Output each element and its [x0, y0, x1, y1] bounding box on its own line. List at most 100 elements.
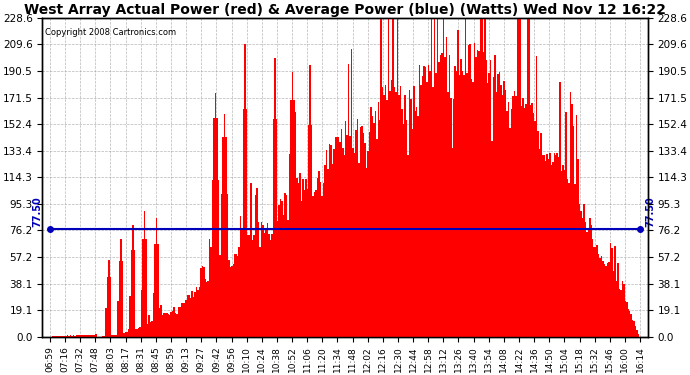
- Bar: [601, 256, 602, 337]
- Bar: [296, 178, 297, 337]
- Bar: [632, 320, 633, 337]
- Bar: [157, 244, 159, 337]
- Bar: [462, 70, 464, 337]
- Bar: [253, 235, 255, 337]
- Bar: [564, 170, 565, 337]
- Bar: [85, 335, 86, 337]
- Bar: [431, 18, 432, 337]
- Bar: [573, 126, 574, 337]
- Bar: [620, 290, 622, 337]
- Bar: [287, 220, 289, 337]
- Bar: [107, 277, 108, 337]
- Bar: [481, 18, 482, 337]
- Bar: [342, 148, 344, 337]
- Bar: [209, 239, 210, 337]
- Bar: [150, 322, 151, 337]
- Bar: [160, 305, 161, 337]
- Bar: [622, 281, 623, 337]
- Bar: [364, 143, 366, 337]
- Bar: [596, 245, 598, 337]
- Bar: [623, 284, 624, 337]
- Bar: [225, 137, 227, 337]
- Bar: [451, 148, 453, 337]
- Bar: [419, 66, 420, 337]
- Bar: [271, 234, 273, 337]
- Bar: [379, 120, 380, 337]
- Bar: [83, 335, 85, 337]
- Bar: [94, 334, 95, 337]
- Bar: [194, 292, 196, 337]
- Bar: [237, 256, 239, 337]
- Bar: [602, 261, 604, 337]
- Bar: [534, 121, 536, 337]
- Bar: [469, 44, 471, 337]
- Bar: [562, 165, 564, 337]
- Bar: [463, 75, 465, 337]
- Bar: [408, 90, 410, 337]
- Bar: [438, 62, 440, 337]
- Bar: [322, 196, 323, 337]
- Bar: [308, 125, 310, 337]
- Bar: [629, 311, 631, 337]
- Bar: [132, 225, 134, 337]
- Bar: [346, 135, 348, 337]
- Bar: [484, 18, 486, 337]
- Bar: [627, 309, 629, 337]
- Bar: [63, 336, 64, 337]
- Bar: [592, 239, 593, 337]
- Bar: [123, 333, 125, 337]
- Bar: [200, 268, 201, 337]
- Bar: [61, 336, 63, 337]
- Bar: [482, 52, 484, 337]
- Bar: [571, 104, 573, 337]
- Bar: [240, 216, 241, 337]
- Bar: [115, 335, 116, 337]
- Bar: [465, 18, 466, 337]
- Bar: [520, 18, 521, 337]
- Bar: [234, 254, 235, 337]
- Bar: [184, 303, 186, 337]
- Bar: [638, 334, 640, 337]
- Bar: [503, 81, 505, 337]
- Bar: [203, 267, 204, 337]
- Bar: [487, 83, 489, 337]
- Bar: [401, 109, 403, 337]
- Bar: [333, 148, 335, 337]
- Bar: [385, 85, 386, 337]
- Bar: [453, 99, 455, 337]
- Bar: [219, 255, 221, 337]
- Bar: [252, 240, 253, 337]
- Bar: [511, 109, 512, 337]
- Bar: [376, 139, 377, 337]
- Bar: [513, 92, 515, 337]
- Bar: [218, 180, 219, 337]
- Bar: [619, 290, 620, 337]
- Bar: [299, 172, 301, 337]
- Bar: [190, 298, 191, 337]
- Bar: [106, 308, 107, 337]
- Bar: [546, 154, 548, 337]
- Bar: [215, 93, 217, 337]
- Bar: [480, 18, 481, 337]
- Bar: [230, 267, 231, 337]
- Bar: [366, 168, 367, 337]
- Bar: [551, 165, 552, 337]
- Bar: [420, 85, 422, 337]
- Bar: [473, 44, 475, 337]
- Bar: [231, 266, 233, 337]
- Bar: [206, 282, 208, 337]
- Bar: [241, 229, 243, 337]
- Bar: [286, 195, 287, 337]
- Bar: [112, 334, 115, 337]
- Bar: [538, 130, 539, 337]
- Bar: [394, 87, 395, 337]
- Bar: [129, 296, 130, 337]
- Bar: [575, 115, 578, 337]
- Bar: [509, 128, 511, 337]
- Bar: [502, 95, 503, 337]
- Bar: [110, 277, 111, 337]
- Bar: [314, 192, 315, 337]
- Bar: [277, 221, 279, 337]
- Bar: [256, 188, 258, 337]
- Bar: [437, 19, 438, 337]
